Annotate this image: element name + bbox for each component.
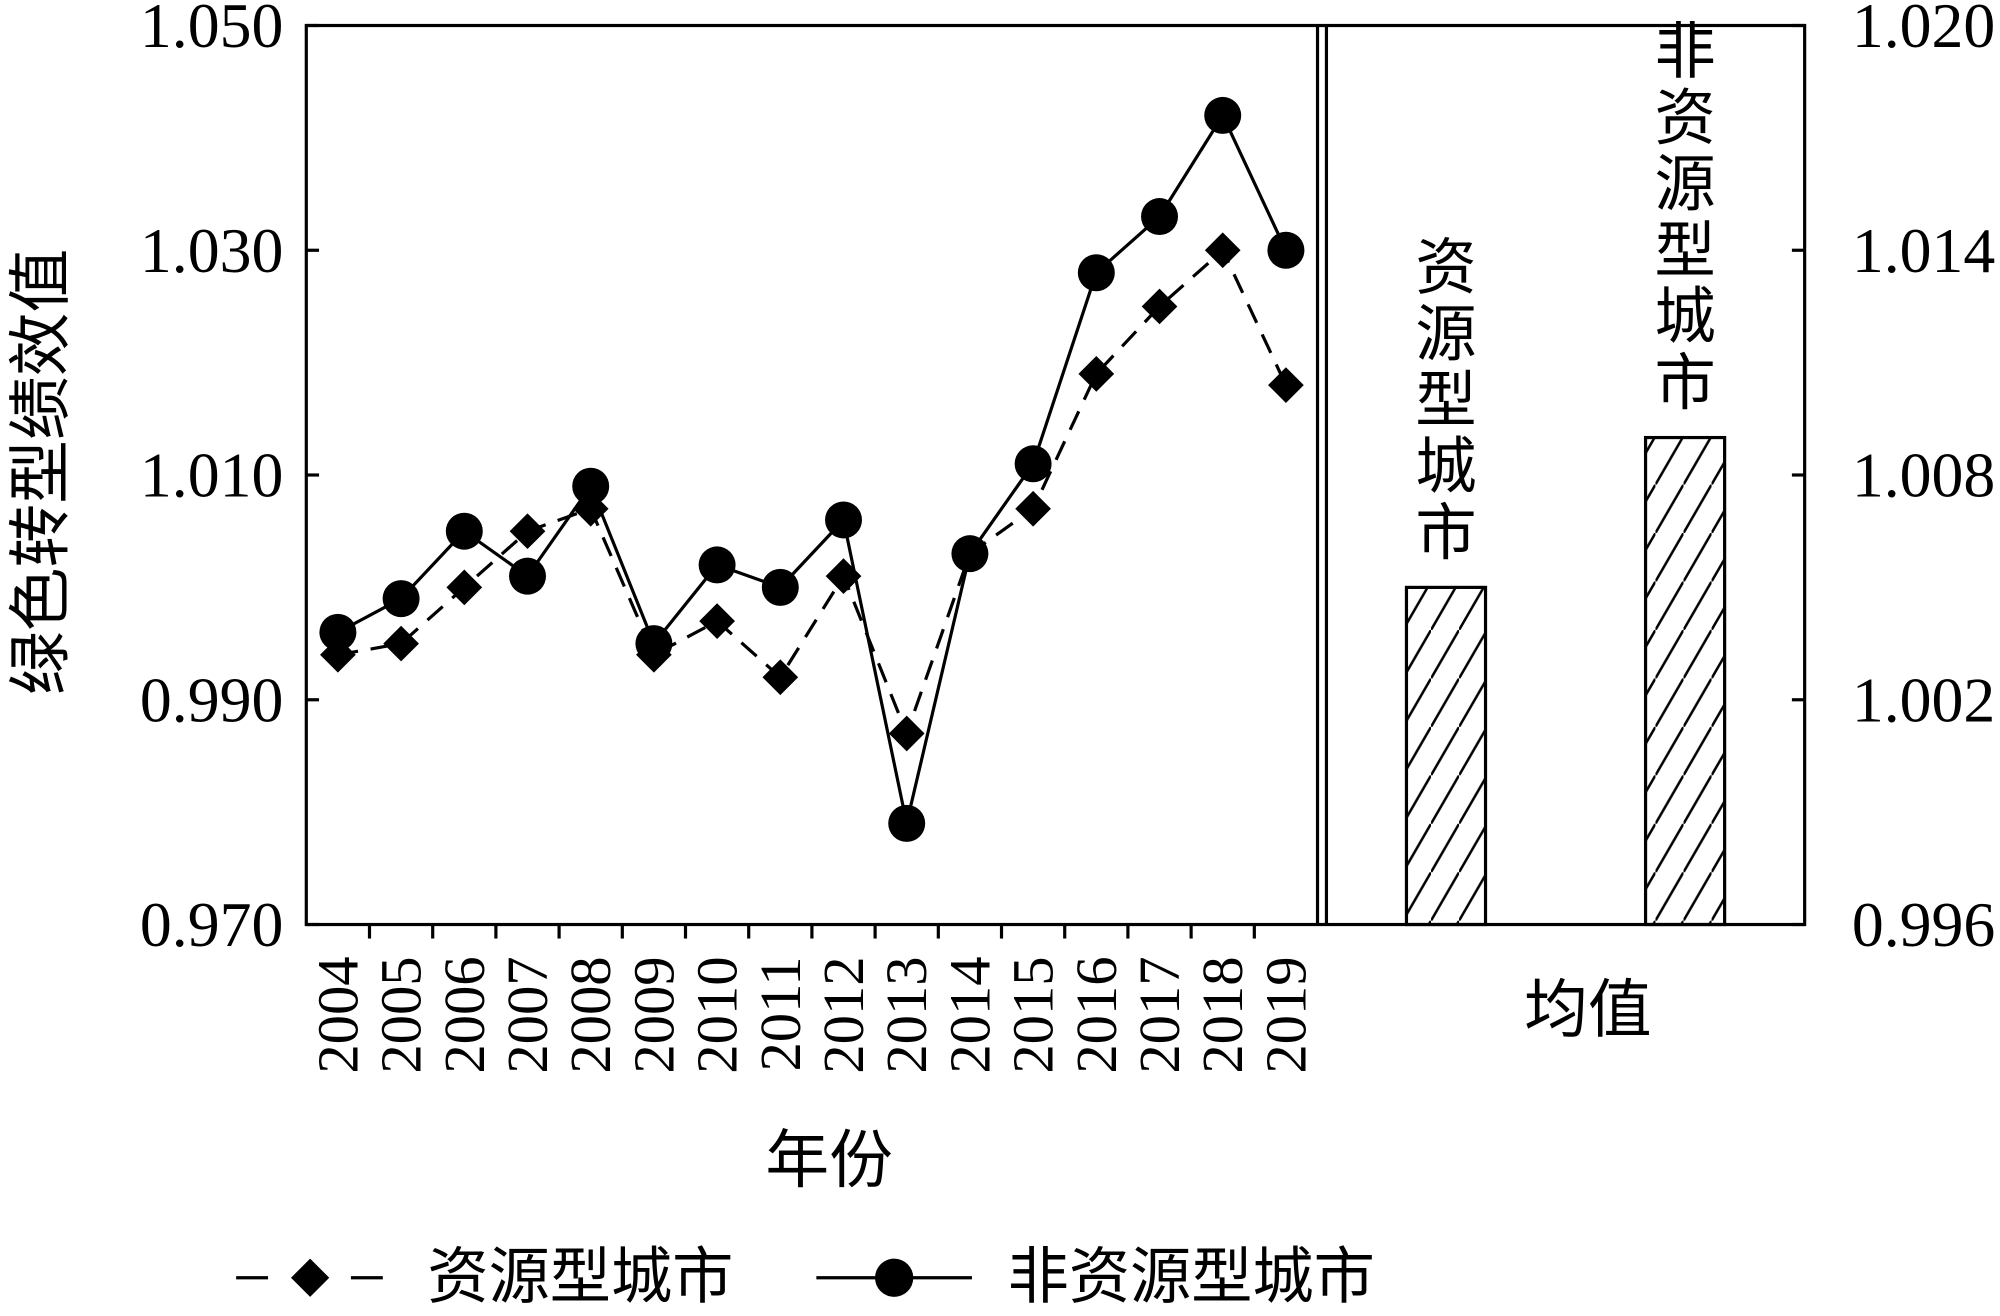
bar-label-char: 城 — [1415, 434, 1476, 502]
circle-marker — [572, 467, 610, 505]
circle-marker — [825, 501, 863, 539]
x-tick-label: 2009 — [621, 956, 686, 1073]
circle-marker — [888, 804, 926, 842]
x-tick-label: 2010 — [685, 956, 750, 1073]
x-tick-label: 2011 — [748, 956, 813, 1071]
series-line-dashed — [337, 248, 1288, 736]
right-y-tick-label: 1.014 — [1852, 215, 1995, 286]
bar-label-char: 资 — [1655, 85, 1716, 153]
bar-label-char: 市 — [1415, 500, 1476, 568]
x-tick-label: 2016 — [1064, 956, 1129, 1073]
left-y-tick-label: 1.030 — [140, 215, 283, 286]
x-tick-label: 2018 — [1190, 956, 1255, 1073]
right-y-tick-label: 0.996 — [1852, 889, 1995, 960]
diamond-marker — [1141, 288, 1178, 325]
bar-label-char: 城 — [1655, 284, 1716, 352]
bar-label-char: 型 — [1415, 367, 1476, 435]
bar-label-char: 源 — [1415, 301, 1476, 369]
diamond-marker — [383, 625, 419, 662]
diamond-marker — [888, 715, 925, 752]
right-y-tick-label: 1.002 — [1852, 664, 1995, 735]
circle-marker — [445, 512, 483, 550]
x-axis-title: 年份 — [765, 1125, 893, 1196]
left-y-tick-label: 0.990 — [140, 664, 283, 735]
circle-marker — [951, 535, 989, 573]
diamond-marker — [1268, 367, 1304, 403]
mean-bar — [1643, 435, 1727, 927]
bar-label-char: 非 — [1655, 18, 1716, 86]
bar-label: 非资源型城市 — [1655, 18, 1716, 418]
legend-item-resource: 资源型城市 — [236, 1244, 733, 1312]
x-tick-label: 2007 — [495, 956, 560, 1073]
legend-circle-marker — [875, 1258, 914, 1297]
diamond-marker — [825, 558, 862, 595]
circle-marker — [698, 546, 736, 584]
left-y-tick-label: 1.050 — [140, 0, 283, 61]
circle-marker — [1267, 231, 1305, 269]
bar-label-char: 源 — [1655, 151, 1716, 219]
bar-label: 资源型城市 — [1415, 235, 1476, 568]
x-tick-label: 2013 — [874, 956, 939, 1073]
x-tick-label: 2005 — [369, 956, 434, 1073]
diamond-marker — [1204, 232, 1241, 269]
series-line-solid — [337, 113, 1288, 825]
bar-label-char: 市 — [1655, 350, 1716, 418]
circle-marker — [1141, 198, 1179, 236]
diamond-marker — [446, 569, 483, 606]
bar-label-char: 型 — [1655, 217, 1716, 285]
x-tick-label: 2006 — [432, 956, 497, 1073]
circle-marker — [635, 625, 673, 663]
circle-marker — [509, 557, 546, 595]
circle-marker — [1014, 445, 1052, 483]
y-axis-title: 绿色转型绩效值 — [6, 249, 77, 695]
diamond-marker — [699, 603, 735, 639]
circle-marker — [761, 568, 799, 606]
left-y-tick-label: 0.970 — [140, 889, 283, 960]
legend-label-resource: 资源型城市 — [427, 1244, 733, 1312]
left-y-tick-label: 1.010 — [140, 440, 283, 511]
mean-bar — [1404, 585, 1488, 927]
legend-diamond-marker — [290, 1258, 330, 1297]
circle-marker — [1204, 96, 1242, 134]
bar-label-char: 资 — [1415, 235, 1476, 303]
axes: 1.050 1.030 1.010 0.990 0.970 1.020 1.014 1.008… — [140, 0, 1995, 1074]
legend-label-non-resource: 非资源型城市 — [1008, 1244, 1375, 1312]
legend: 资源型城市 非资源型城市 — [236, 1244, 1375, 1312]
diamond-marker — [1015, 490, 1051, 527]
circle-marker — [319, 613, 357, 651]
diamond-marker — [509, 513, 546, 550]
right-y-tick-label: 1.008 — [1852, 440, 1995, 511]
x-tick-label: 2004 — [305, 956, 370, 1073]
x-tick-label: 2008 — [558, 956, 623, 1073]
x-tick-label: 2019 — [1253, 956, 1318, 1073]
circle-marker — [382, 580, 420, 618]
circle-marker — [1077, 254, 1115, 292]
x-tick-label: 2012 — [811, 956, 876, 1073]
legend-item-non-resource: 非资源型城市 — [816, 1244, 1375, 1312]
mean-panel-label: 均值 — [1524, 974, 1652, 1045]
x-tick-label: 2017 — [1127, 956, 1192, 1073]
x-tick-label: 2015 — [1001, 956, 1066, 1073]
x-tick-label: 2014 — [937, 956, 1002, 1073]
diamond-marker — [762, 659, 799, 696]
diamond-marker — [1078, 356, 1115, 392]
right-y-tick-label: 1.020 — [1852, 0, 1995, 61]
series-lines — [337, 113, 1288, 825]
